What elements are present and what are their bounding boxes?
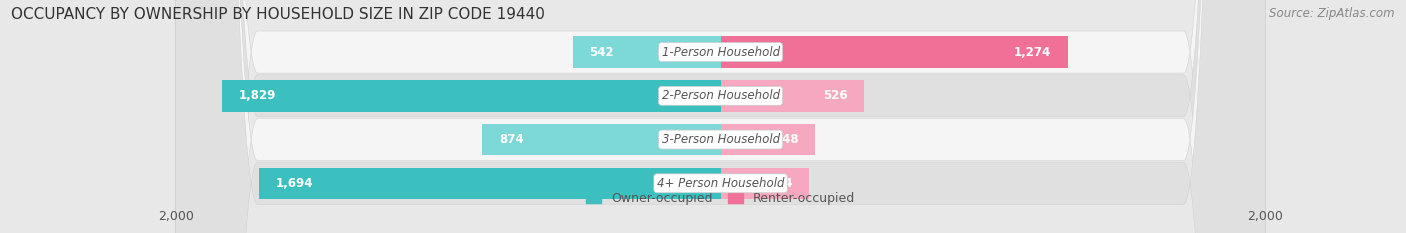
Text: OCCUPANCY BY OWNERSHIP BY HOUSEHOLD SIZE IN ZIP CODE 19440: OCCUPANCY BY OWNERSHIP BY HOUSEHOLD SIZE… xyxy=(11,7,546,22)
Bar xyxy=(721,80,863,112)
Bar xyxy=(482,124,721,155)
Bar xyxy=(721,124,815,155)
FancyBboxPatch shape xyxy=(176,0,1265,233)
FancyBboxPatch shape xyxy=(176,0,1265,233)
Bar xyxy=(721,36,1067,68)
Bar xyxy=(572,36,721,68)
Text: 4+ Person Household: 4+ Person Household xyxy=(657,177,785,190)
Text: 874: 874 xyxy=(499,133,523,146)
Text: 1,829: 1,829 xyxy=(239,89,276,102)
Text: 526: 526 xyxy=(823,89,848,102)
Text: 324: 324 xyxy=(768,177,793,190)
Text: 1-Person Household: 1-Person Household xyxy=(661,45,780,58)
Text: 1,694: 1,694 xyxy=(276,177,314,190)
Text: 2-Person Household: 2-Person Household xyxy=(661,89,780,102)
Bar xyxy=(222,80,721,112)
FancyBboxPatch shape xyxy=(176,0,1265,233)
Text: 348: 348 xyxy=(775,133,799,146)
Text: Source: ZipAtlas.com: Source: ZipAtlas.com xyxy=(1270,7,1395,20)
Legend: Owner-occupied, Renter-occupied: Owner-occupied, Renter-occupied xyxy=(581,187,860,210)
Bar xyxy=(721,168,808,199)
FancyBboxPatch shape xyxy=(176,0,1265,233)
Text: 1,274: 1,274 xyxy=(1014,45,1052,58)
Text: 542: 542 xyxy=(589,45,614,58)
Text: 3-Person Household: 3-Person Household xyxy=(661,133,780,146)
Bar xyxy=(259,168,721,199)
